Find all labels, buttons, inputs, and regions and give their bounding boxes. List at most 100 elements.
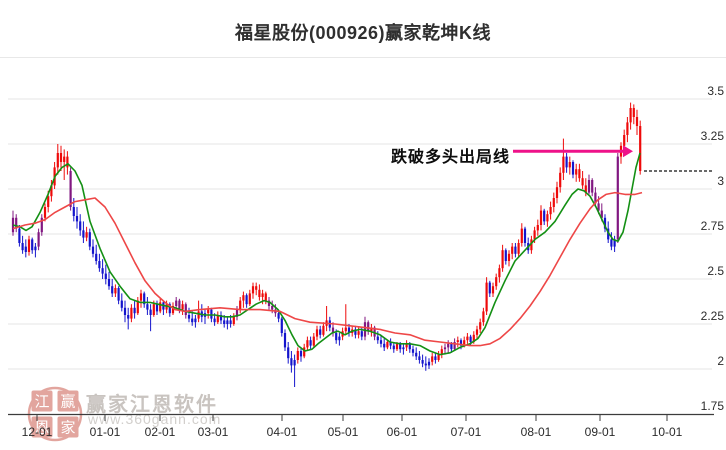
candle-body (629, 108, 632, 123)
candle-body (568, 162, 571, 168)
candle-body (319, 329, 322, 335)
candle-body (338, 336, 341, 341)
candle-body (379, 340, 383, 344)
candle-body (271, 306, 274, 310)
candle-body (37, 232, 40, 247)
candle-body (31, 239, 34, 251)
candle-body (216, 315, 219, 323)
candle-body (296, 351, 299, 360)
candle-body (386, 342, 389, 348)
gann-seal-logo-icon: 江 赢 恩 家 (27, 386, 83, 442)
ma-fast-line (12, 152, 641, 356)
candle-body (565, 156, 568, 168)
seal-char: 江 (34, 394, 49, 411)
candle-body (56, 153, 59, 168)
candle-body (107, 279, 111, 287)
candle-body (370, 327, 373, 332)
candle-body (191, 318, 194, 323)
candle-body (306, 340, 309, 348)
candle-body (408, 343, 411, 350)
candle-body (517, 243, 520, 254)
candle-body (114, 288, 117, 294)
candle-body (248, 293, 251, 305)
candle-body (594, 192, 597, 204)
candle-body (488, 282, 491, 294)
candle-body (571, 162, 575, 175)
candle-body (450, 343, 453, 350)
candle-body (443, 347, 447, 350)
candle-body (530, 239, 533, 251)
candle-body (264, 293, 267, 301)
candle-body (610, 239, 613, 247)
candle-body (43, 207, 47, 218)
candle-body (357, 331, 360, 335)
candle-body (178, 300, 181, 310)
candle-body (639, 126, 642, 171)
candle-body (418, 356, 421, 360)
candle-body (427, 361, 431, 366)
candle-body (85, 232, 88, 238)
candle-body (123, 307, 127, 315)
candle-body (75, 216, 79, 222)
candle-body (258, 289, 261, 297)
candle-body (469, 336, 472, 342)
y-axis-label: 1.75 (701, 399, 725, 413)
candle-body (421, 360, 424, 364)
candle-body (229, 320, 232, 324)
candle-body (133, 307, 136, 314)
candle-body (40, 217, 43, 233)
candle-body (171, 306, 175, 314)
x-axis-label: 09-01 (585, 425, 616, 439)
candle-body (207, 309, 210, 314)
candle-body (591, 180, 594, 193)
candle-body (584, 185, 587, 193)
candle-body (479, 322, 482, 330)
candle-body (402, 347, 405, 350)
candle-body (63, 156, 66, 162)
candle-body (549, 207, 552, 215)
candle-body (130, 307, 133, 319)
candle-body (226, 320, 229, 324)
candle-body (267, 300, 271, 306)
candle-body (389, 342, 392, 346)
candle-body (187, 315, 191, 319)
candle-body (447, 343, 450, 348)
y-axis-label: 3.25 (701, 129, 725, 143)
candle-body (411, 349, 415, 353)
candle-body (546, 214, 549, 222)
candle-body (293, 360, 296, 366)
candle-body (255, 286, 258, 290)
candle-body (424, 363, 427, 366)
candle-body (491, 286, 495, 294)
candle-body (376, 336, 379, 341)
candle-body (159, 302, 162, 312)
candle-body (219, 315, 223, 321)
candle-body (459, 340, 463, 346)
candle-body (344, 327, 347, 332)
candle-body (15, 217, 18, 229)
candle-body (242, 295, 245, 301)
x-axis-label: 06-01 (387, 425, 418, 439)
candle-body (104, 273, 107, 279)
y-axis-label: 2.25 (701, 309, 725, 323)
candle-body (543, 210, 546, 222)
candle-body (555, 187, 559, 198)
x-axis-label: 10-01 (652, 425, 683, 439)
x-axis-label: 03-01 (198, 425, 229, 439)
y-axis-label: 3 (717, 174, 724, 188)
candle-body (415, 352, 418, 357)
candle-body (335, 333, 338, 341)
candle-body (539, 210, 543, 225)
candle-body (101, 268, 104, 274)
candle-body (181, 304, 184, 310)
candle-body (184, 304, 187, 315)
candle-body (261, 293, 264, 297)
candle-body (290, 358, 293, 366)
candle-body (363, 322, 367, 337)
candle-body (152, 304, 155, 315)
candle-body (587, 180, 591, 193)
candle-body (603, 217, 607, 229)
candle-body (575, 169, 578, 175)
candle-body (312, 336, 315, 346)
